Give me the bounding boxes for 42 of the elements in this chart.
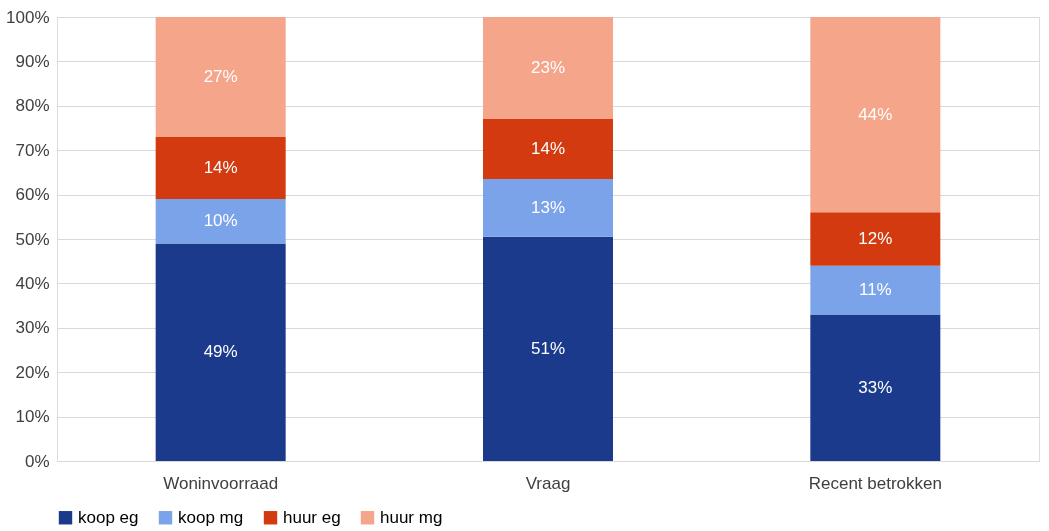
bar: [483, 119, 613, 180]
bar: [483, 17, 613, 120]
bar: [483, 236, 613, 461]
bar: [810, 314, 941, 461]
data-label: 10%: [203, 211, 238, 231]
y-tick-label: 40%: [15, 273, 50, 293]
bar: [155, 199, 286, 244]
data-label: 44%: [858, 104, 893, 124]
bar: [483, 179, 613, 237]
x-tick-label: Woninvoorraad: [163, 473, 279, 493]
y-tick-label: 70%: [15, 140, 50, 160]
data-label: 11%: [858, 280, 892, 300]
bar: [810, 265, 941, 315]
y-tick-label: 10%: [15, 407, 50, 427]
data-label: 33%: [858, 377, 893, 397]
bar: [155, 17, 286, 137]
data-label: 12%: [858, 229, 893, 248]
legend-label: huur mg: [380, 507, 443, 527]
y-tick-label: 60%: [15, 185, 50, 205]
data-label: 14%: [203, 157, 238, 177]
bar: [155, 136, 286, 200]
data-label: 27%: [203, 66, 238, 86]
y-tick-label: 90%: [15, 51, 50, 71]
y-tick-label: 0%: [24, 451, 50, 471]
legend-label: koop mg: [178, 507, 244, 527]
y-tick-label: 50%: [15, 229, 50, 249]
x-tick-label: Recent betrokken: [808, 473, 942, 493]
data-label: 23%: [530, 58, 566, 78]
bar: [810, 17, 941, 213]
x-tick-label: Vraag: [525, 473, 571, 493]
y-tick-label: 20%: [15, 362, 50, 382]
data-label: 14%: [530, 139, 566, 159]
data-label: 13%: [530, 197, 566, 217]
legend-label: koop eg: [78, 507, 139, 527]
y-tick-label: 100%: [6, 7, 50, 27]
bar: [810, 212, 941, 266]
y-tick-label: 30%: [15, 318, 50, 338]
data-label: 51%: [530, 338, 566, 358]
y-tick-label: 80%: [15, 96, 50, 116]
legend-label: huur eg: [283, 507, 341, 527]
data-label: 49%: [203, 342, 238, 362]
bar: [155, 243, 286, 461]
